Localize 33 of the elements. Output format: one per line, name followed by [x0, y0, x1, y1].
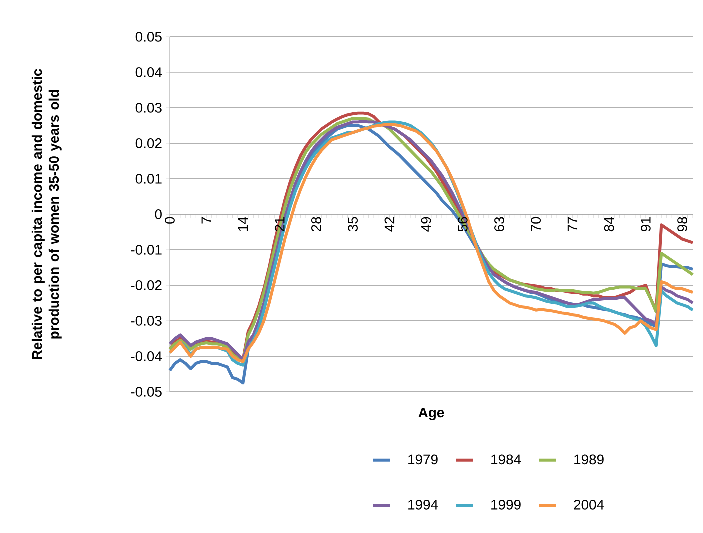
- y-tick-label: -0.02: [131, 280, 162, 290]
- y-tick-label: 0.02: [136, 138, 162, 148]
- x-tick-label: 63: [494, 217, 504, 232]
- x-tick-label: 28: [311, 217, 322, 232]
- legend-label: 2004: [574, 500, 604, 510]
- legend-label: 1984: [492, 454, 522, 465]
- y-tick-label: -0.05: [131, 387, 162, 397]
- y-tick-label: -0.01: [131, 245, 162, 255]
- x-tick-label: 77: [568, 217, 578, 232]
- x-tick-label: 42: [384, 217, 395, 232]
- legend-label: 1994: [408, 500, 438, 510]
- x-tick-label: 21: [274, 217, 285, 232]
- x-tick-label: 91: [640, 217, 651, 232]
- x-axis-title: Age: [418, 408, 444, 420]
- x-tick-label: 56: [458, 217, 468, 232]
- y-axis-title: Relative to per capita income and domestic production of women 35-50 years old: [32, 69, 62, 360]
- x-tick-label: 14: [238, 217, 248, 232]
- x-tick-label: 35: [348, 217, 358, 232]
- x-tick-label: 98: [678, 217, 688, 232]
- y-tick-label: 0.04: [136, 68, 162, 78]
- y-tick-label: -0.03: [131, 316, 162, 326]
- y-tick-label: 0.01: [136, 174, 162, 184]
- x-tick-label: 49: [421, 217, 432, 232]
- x-tick-label: 0: [165, 217, 175, 224]
- legend-label: 1989: [574, 454, 604, 465]
- x-tick-label: 84: [604, 217, 614, 232]
- y-tick-label: 0.03: [136, 103, 162, 113]
- y-tick-label: 0.05: [136, 32, 162, 42]
- legend-label: 1979: [408, 454, 438, 465]
- legend-label: 1999: [492, 500, 521, 510]
- x-tick-label: 70: [531, 217, 542, 232]
- x-tick-label: 7: [202, 217, 212, 224]
- y-tick-label: -0.04: [131, 352, 162, 362]
